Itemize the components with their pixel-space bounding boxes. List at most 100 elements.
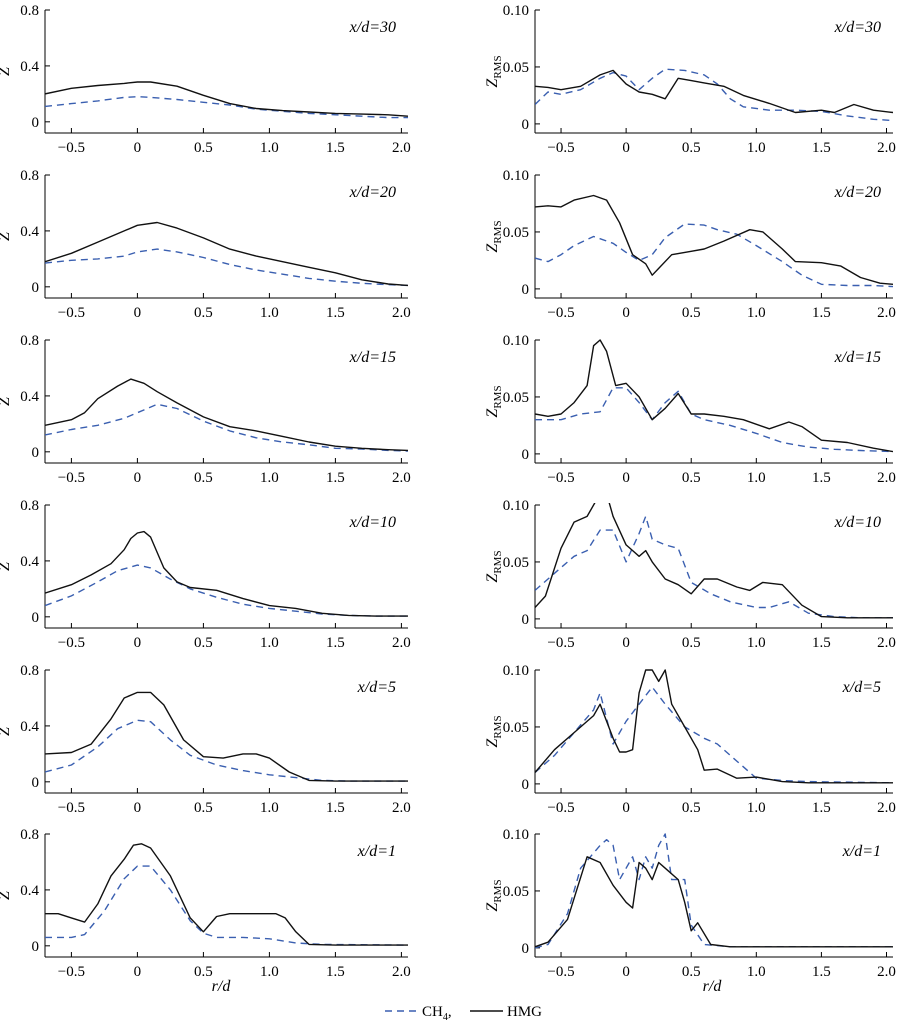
panel-rms-15-y-tick-label: 0.10: [503, 333, 529, 349]
panel-mean-20: 0 0.4 0.8 −0.5 0 0.5 1.0 1.5 2.0 Zx/d=20: [0, 168, 411, 321]
panel-rms-20-x-tick-label: 0.5: [682, 305, 701, 321]
panel-mean-5-y-tick-label: 0.8: [20, 663, 39, 679]
panel-rms-1-x-tick-label: 1.0: [747, 964, 766, 980]
panel-rms-30-y-tick-label: 0: [522, 117, 530, 133]
panel-mean-20-y-tick-label: 0.4: [20, 224, 39, 240]
panel-rms-15-hmg-line: [535, 339, 893, 453]
panel-mean-30-x-tick-label: 2.0: [392, 140, 411, 156]
panel-rms-30-x-tick-label: 2.0: [877, 140, 896, 156]
panel-rms-20-y-label: ZRMS: [484, 220, 504, 252]
panel-mean-20-hmg-line: [45, 221, 408, 287]
panel-mean-15-x-tick-label: 0.5: [194, 470, 213, 486]
panel-rms-30: 0 0.05 0.10 −0.5 0 0.5 1.0 1.5 2.0 ZRMS x/d=30: [484, 3, 896, 156]
panel-rms-5-y-tick-label: 0.10: [503, 663, 529, 679]
legend-hmg-label: HMG: [507, 1004, 542, 1020]
panel-mean-5-x-tick-label: 1.5: [326, 800, 345, 816]
panel-mean-1-x-tick-label: −0.5: [58, 964, 85, 980]
panel-rms-30-x-tick-label: 0.5: [682, 140, 701, 156]
panel-rms-10-ch4-line: [535, 515, 893, 619]
panel-rms-15-x-tick-label: 2.0: [877, 470, 896, 486]
panel-rms-5-x-tick-label: 0.5: [682, 800, 701, 816]
legend: CH4, HMG: [385, 1004, 542, 1023]
panel-mean-10-y-label: Z: [0, 561, 13, 571]
panel-rms-5-y-tick-label: 0: [522, 777, 530, 793]
panel-mean-30-y-label: Z: [0, 66, 13, 76]
panel-mean-30-hmg-line: [45, 81, 408, 117]
panel-rms-5-x-tick-label: 0: [622, 800, 630, 816]
panel-rms-15-x-tick-label: −0.5: [547, 470, 574, 486]
panel-rms-10-x-tick-label: −0.5: [547, 635, 574, 651]
panel-rms-20-y-tick-label: 0.10: [503, 168, 529, 184]
panel-mean-5-x-tick-label: 0.5: [194, 800, 213, 816]
x-axis-title-left: r/d: [212, 978, 232, 995]
panel-rms-30-hmg-line: [535, 69, 893, 114]
panel-mean-5-x-tick-label: 0: [134, 800, 142, 816]
panel-mean-10-x-tick-label: 1.5: [326, 635, 345, 651]
panel-mean-10-y-tick-label: 0: [32, 610, 40, 626]
panel-rms-30-y-label: ZRMS: [484, 55, 504, 87]
panel-rms-5-x-tick-label: 1.0: [747, 800, 766, 816]
panel-rms-1-y-label: ZRMS: [484, 879, 504, 911]
panel-mean-1-x-tick-label: 1.0: [260, 964, 279, 980]
panel-rms-10-y-tick-label: 0: [522, 612, 530, 628]
panel-rms-10-x-tick-label: 1.0: [747, 635, 766, 651]
panel-mean-10-y-tick-label: 0.8: [20, 498, 39, 514]
panel-rms-15-x-tick-label: 0: [622, 470, 630, 486]
panel-mean-15-x-tick-label: 1.5: [326, 470, 345, 486]
panel-mean-5: 0 0.4 0.8 −0.5 0 0.5 1.0 1.5 2.0 Zx/d=5: [0, 663, 411, 816]
panel-rms-20-y-tick-label: 0.05: [503, 225, 529, 241]
panel-mean-5-label: x/d=5: [357, 679, 396, 696]
panel-rms-10-x-tick-label: 1.5: [812, 635, 831, 651]
panel-rms-1-x-tick-label: −0.5: [547, 964, 574, 980]
panel-mean-5-x-tick-label: 1.0: [260, 800, 279, 816]
panel-mean-15: 0 0.4 0.8 −0.5 0 0.5 1.0 1.5 2.0 Zx/d=15: [0, 333, 411, 486]
panel-rms-10-x-tick-label: 0: [622, 635, 630, 651]
panel-rms-1-ch4-line: [535, 833, 893, 949]
panel-mean-10: 0 0.4 0.8 −0.5 0 0.5 1.0 1.5 2.0 Zx/d=10: [0, 498, 411, 651]
panel-mean-10-y-tick-label: 0.4: [20, 554, 39, 570]
panel-mean-30-x-tick-label: 0: [134, 140, 142, 156]
panel-mean-20-label: x/d=20: [349, 184, 396, 201]
panel-mean-30-x-tick-label: 1.0: [260, 140, 279, 156]
panel-rms-20-x-tick-label: 1.0: [747, 305, 766, 321]
panel-mean-10-ch4-line: [45, 564, 408, 617]
panel-mean-1-hmg-line: [45, 843, 408, 946]
panel-mean-30-x-tick-label: 0.5: [194, 140, 213, 156]
panel-rms-15-y-tick-label: 0: [522, 447, 530, 463]
panel-mean-20-x-tick-label: 0.5: [194, 305, 213, 321]
panel-rms-20-x-tick-label: −0.5: [547, 305, 574, 321]
panel-rms-5-hmg-line: [535, 669, 893, 784]
panel-mean-1-x-tick-label: 2.0: [392, 964, 411, 980]
panel-mean-20-x-tick-label: 1.5: [326, 305, 345, 321]
panel-mean-20-x-tick-label: 2.0: [392, 305, 411, 321]
panel-mean-20-y-label: Z: [0, 231, 13, 241]
panel-mean-30-x-tick-label: 1.5: [326, 140, 345, 156]
panel-mean-15-x-tick-label: 1.0: [260, 470, 279, 486]
panel-mean-30-y-tick-label: 0.8: [20, 3, 39, 19]
panel-mean-1-x-tick-label: 0: [134, 964, 142, 980]
panel-rms-5-y-tick-label: 0.05: [503, 720, 529, 736]
panel-mean-1-label: x/d=1: [357, 843, 396, 860]
panel-mean-15-x-tick-label: −0.5: [58, 470, 85, 486]
panel-rms-15-x-tick-label: 1.0: [747, 470, 766, 486]
panel-mean-15-label: x/d=15: [349, 349, 396, 366]
panel-rms-15-ch4-line: [535, 387, 893, 453]
panel-rms-5-y-label: ZRMS: [484, 715, 504, 747]
panel-mean-20-x-tick-label: 1.0: [260, 305, 279, 321]
panel-rms-1-y-tick-label: 0.10: [503, 827, 529, 843]
panel-rms-15-label: x/d=15: [834, 349, 881, 366]
panel-rms-1-x-tick-label: 0: [622, 964, 630, 980]
panel-mean-5-y-label: Z: [0, 726, 13, 736]
panel-rms-1-label: x/d=1: [842, 843, 881, 860]
panel-rms-5-x-tick-label: −0.5: [547, 800, 574, 816]
panel-rms-30-x-tick-label: 0: [622, 140, 630, 156]
panel-rms-20-x-tick-label: 1.5: [812, 305, 831, 321]
panel-rms-1-x-tick-label: 0.5: [682, 964, 701, 980]
panel-mean-30-y-tick-label: 0.4: [20, 59, 39, 75]
panel-mean-15-hmg-line: [45, 378, 408, 452]
panel-mean-1-y-tick-label: 0.4: [20, 883, 39, 899]
panel-rms-20-x-tick-label: 0: [622, 305, 630, 321]
panel-rms-1-x-tick-label: 1.5: [812, 964, 831, 980]
panel-rms-5-ch4-line: [535, 686, 893, 784]
